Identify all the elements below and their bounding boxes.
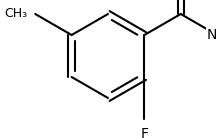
- Text: CH₃: CH₃: [4, 7, 27, 21]
- Text: F: F: [140, 127, 148, 138]
- Text: NH: NH: [207, 28, 216, 42]
